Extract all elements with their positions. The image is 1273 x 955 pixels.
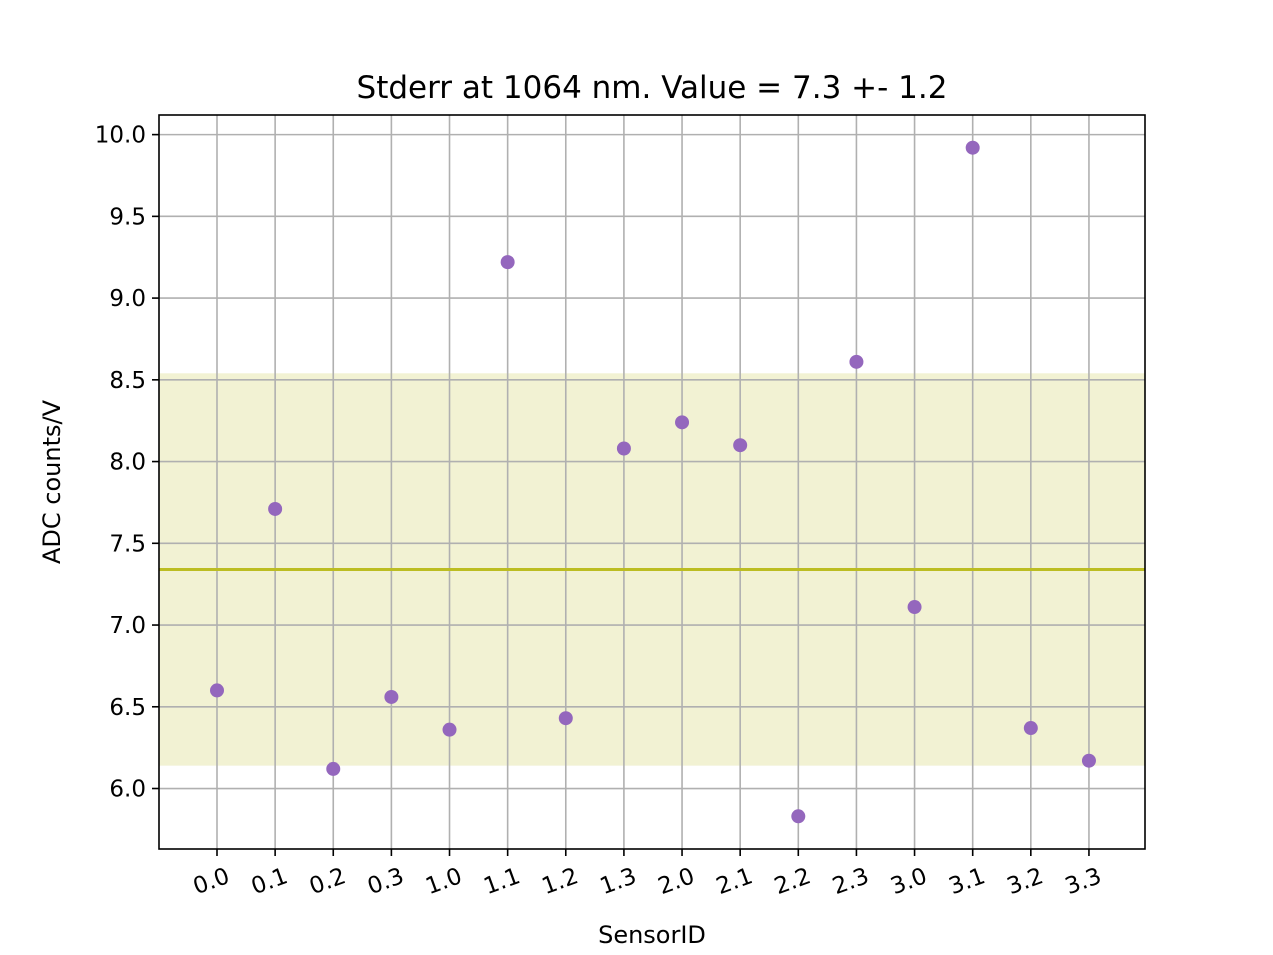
chart-title: Stderr at 1064 nm. Value = 7.3 +- 1.2: [357, 70, 948, 106]
x-tick-label: 1.2: [539, 863, 582, 900]
x-tick-label: 3.1: [945, 863, 988, 900]
x-tick-label: 2.1: [713, 863, 756, 900]
data-point: [442, 722, 457, 737]
y-tick-label: 7.5: [109, 531, 146, 557]
data-point: [558, 711, 573, 726]
x-tick-label: 3.2: [1004, 863, 1047, 900]
data-point: [1081, 753, 1096, 768]
data-point: [907, 600, 922, 615]
y-tick-label: 6.5: [109, 695, 146, 721]
plot-area: 6.0 6.5 7.0 7.5 8.0 8.5 9.0 9.5 10.0 0.0 0.1 0.2 0.3…: [95, 114, 1146, 900]
y-tick-label: 6.0: [109, 777, 146, 803]
x-tick-label: 0.3: [364, 863, 407, 900]
x-tick-label: 2.0: [655, 863, 698, 900]
x-tick-label: 0.2: [306, 863, 349, 900]
data-point: [675, 415, 690, 430]
y-tick-label: 9.5: [109, 204, 146, 230]
x-tick-label: 1.3: [597, 863, 640, 900]
data-point: [616, 441, 631, 456]
data-point: [210, 683, 224, 698]
x-tick-label: 0.0: [190, 863, 233, 900]
y-tick-label: 7.0: [109, 613, 146, 639]
y-axis-label: ADC counts/V: [38, 399, 66, 564]
x-axis-label: SensorID: [598, 921, 706, 949]
data-point: [326, 761, 341, 776]
x-tick-label: 1.0: [422, 863, 465, 900]
x-tick-label: 3.3: [1062, 863, 1105, 900]
y-tick-label: 9.0: [109, 286, 146, 312]
x-tick-label: 2.2: [771, 863, 814, 900]
data-point: [849, 354, 864, 369]
x-tick-label: 3.0: [887, 863, 930, 900]
data-point: [500, 255, 515, 270]
data-point: [384, 689, 399, 704]
x-tick-label: 1.1: [480, 863, 523, 900]
data-point: [965, 140, 980, 155]
data-point: [733, 438, 748, 453]
x-tick-label: 0.1: [248, 863, 291, 900]
plot-frame: [158, 114, 1146, 850]
y-tick-label: 8.0: [109, 450, 146, 476]
data-point: [268, 501, 283, 516]
data-point: [791, 809, 806, 824]
x-tick-label: 2.3: [829, 863, 872, 900]
y-tick-label: 10.0: [95, 123, 146, 149]
data-point: [1023, 721, 1038, 736]
y-tick-label: 8.5: [109, 368, 146, 394]
